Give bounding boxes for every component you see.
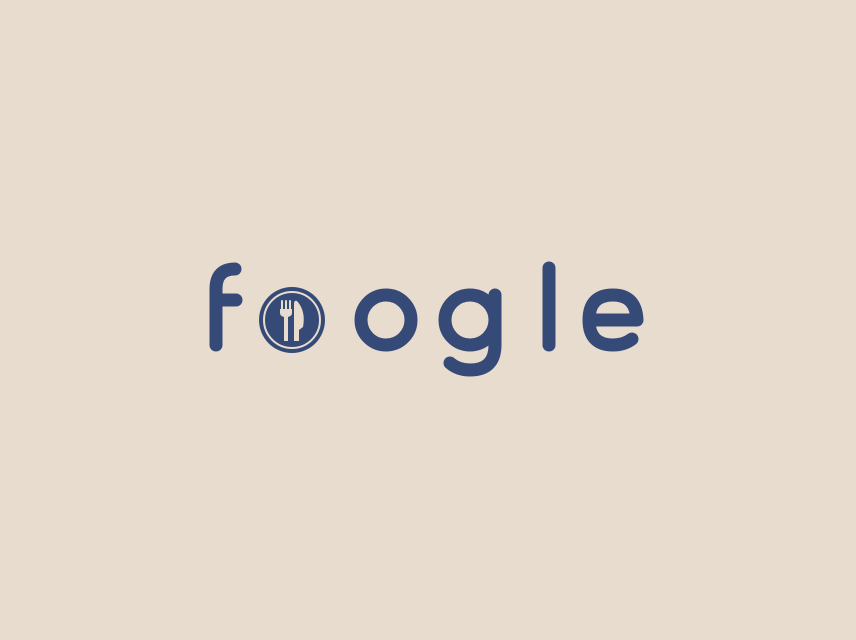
logo-letter-f [209, 262, 242, 352]
fork-icon [280, 300, 292, 341]
logo-letter-g-bowl [438, 288, 502, 352]
fork-knife-plate-icon [259, 287, 325, 353]
logo-letter-o [354, 288, 418, 352]
logo-letter-g-tail [443, 288, 502, 377]
knife-icon [294, 300, 304, 341]
logo-letter-e [582, 288, 644, 352]
